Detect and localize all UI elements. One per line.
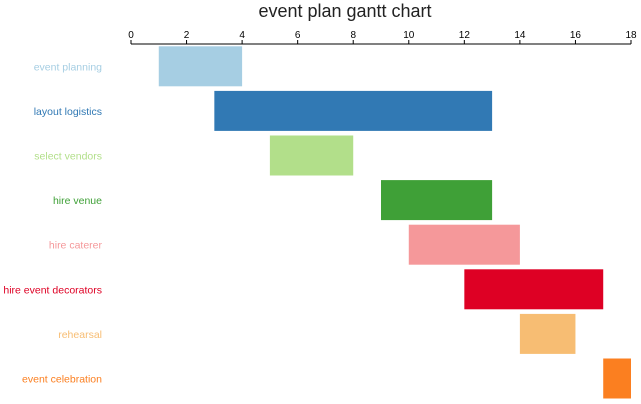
task-label: hire event decorators xyxy=(3,284,102,296)
task-label: layout logistics xyxy=(34,106,102,118)
gantt-bar xyxy=(158,46,243,87)
task-label: hire venue xyxy=(53,195,102,207)
task-label: select vendors xyxy=(34,151,102,163)
gantt-bar xyxy=(464,269,604,310)
task-label: hire caterer xyxy=(49,240,103,252)
gantt-bars xyxy=(158,46,631,399)
gantt-bar xyxy=(603,358,631,399)
x-tick-label: 0 xyxy=(128,30,134,41)
x-tick-label: 2 xyxy=(184,30,190,41)
x-tick-label: 12 xyxy=(459,30,471,41)
x-tick-label: 16 xyxy=(570,30,582,41)
gantt-bar xyxy=(214,90,493,131)
gantt-bar xyxy=(269,135,354,176)
x-axis-ticks: 0 2 4 6 8 10 12 14 16 18 xyxy=(128,30,637,44)
x-tick-label: 8 xyxy=(350,30,356,41)
x-tick-label: 18 xyxy=(625,30,637,41)
gantt-bar xyxy=(519,313,576,354)
chart-title: event plan gantt chart xyxy=(258,1,431,21)
x-tick-label: 10 xyxy=(403,30,415,41)
x-tick-label: 4 xyxy=(239,30,245,41)
task-label: event planning xyxy=(34,61,102,73)
task-labels: event planning layout logistics select ven… xyxy=(3,61,102,385)
x-tick-label: 14 xyxy=(514,30,526,41)
gantt-bar xyxy=(408,224,520,265)
task-label: rehearsal xyxy=(58,329,102,341)
task-label: event celebration xyxy=(22,374,102,386)
gantt-bar xyxy=(381,180,493,221)
x-tick-label: 6 xyxy=(295,30,301,41)
